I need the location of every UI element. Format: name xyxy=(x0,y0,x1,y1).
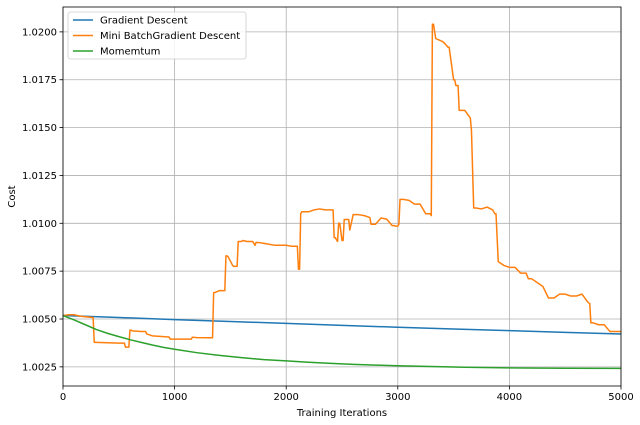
x-tick-label: 3000 xyxy=(385,392,410,403)
y-tick-label: 1.0100 xyxy=(22,219,57,230)
series-line-1 xyxy=(62,314,622,335)
legend-label: Momemtum xyxy=(100,47,160,58)
y-tick-label: 1.0050 xyxy=(22,315,57,326)
y-tick-label: 1.0150 xyxy=(22,123,57,134)
plot-frame xyxy=(62,6,622,387)
x-tick-label: 2000 xyxy=(273,392,298,403)
y-tick-label: 1.0200 xyxy=(22,27,57,38)
legend-box xyxy=(67,11,247,60)
x-axis-title: Training Iterations xyxy=(296,408,387,419)
y-tick-label: 1.0075 xyxy=(22,267,57,278)
y-tick-label: 1.0025 xyxy=(22,362,57,373)
x-tick-label: 4000 xyxy=(497,392,522,403)
x-axis: 0 1000 2000 3000 4000 5000 xyxy=(60,386,634,403)
series-line-2 xyxy=(62,23,621,348)
y-axis: 1.0025 1.0050 1.0075 1.0100 1.0125 1.0150 1.01… xyxy=(22,27,63,373)
x-tick-label: 1000 xyxy=(162,392,187,403)
plot-lines xyxy=(62,23,622,370)
y-tick-label: 1.0175 xyxy=(22,75,57,86)
legend: Gradient Descent Mini BatchGradient Desce… xyxy=(67,11,247,60)
y-axis-title: Cost xyxy=(7,185,18,207)
x-tick-label: 5000 xyxy=(608,392,633,403)
legend-label: Mini BatchGradient Descent xyxy=(100,31,240,42)
x-tick-label: 0 xyxy=(60,392,66,403)
series-line-3 xyxy=(62,314,622,370)
y-tick-label: 1.0125 xyxy=(22,171,57,182)
legend-label: Gradient Descent xyxy=(100,16,188,27)
